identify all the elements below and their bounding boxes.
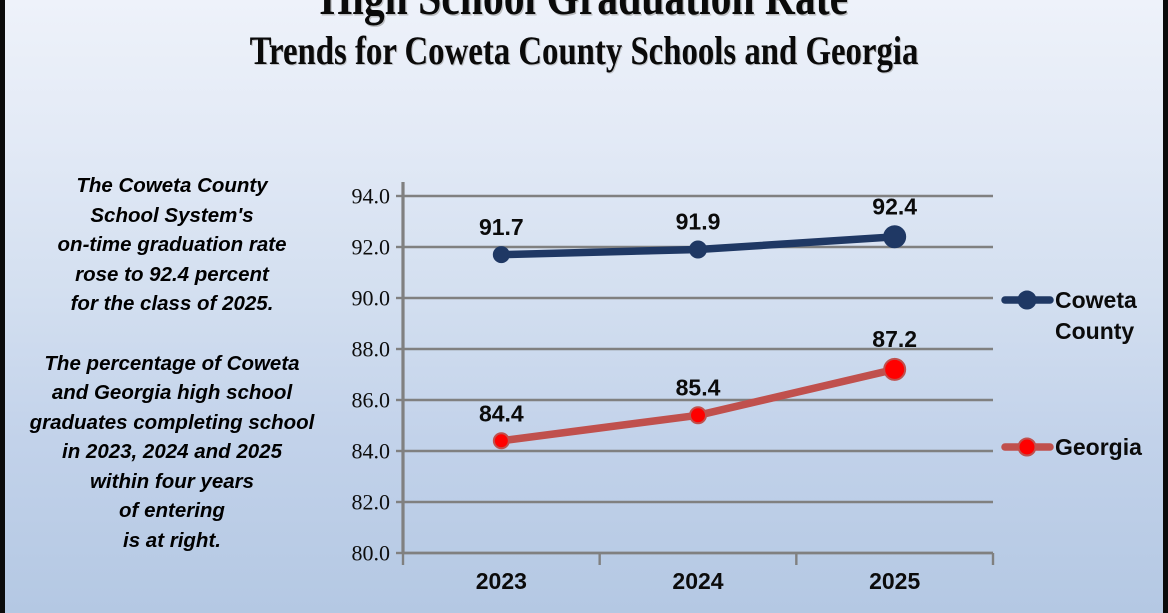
legend-item-1[interactable]: Coweta County [1001, 287, 1137, 344]
title-block: High School Graduation Rate Trends for C… [0, 0, 1168, 74]
data-point-label: 91.9 [676, 209, 721, 235]
data-point-marker [883, 225, 907, 249]
page-title: High School Graduation Rate [117, 0, 1051, 28]
x-axis-ticks [401, 553, 995, 565]
x-axis-tick-label: 2024 [672, 568, 723, 594]
y-axis-tick-label: 82.0 [352, 490, 391, 515]
x-axis-labels: 2023 2024 2025 [476, 568, 921, 594]
y-axis-tick-label: 84.0 [352, 439, 391, 464]
y-axis-tick-label: 94.0 [352, 184, 391, 209]
data-point-marker [883, 357, 907, 381]
data-point-marker [689, 406, 707, 425]
y-axis-tick-label: 90.0 [352, 286, 391, 311]
legend-label: Georgia [1055, 434, 1142, 460]
data-point-label: 92.4 [872, 193, 917, 219]
y-axis-tick-label: 92.0 [352, 235, 391, 260]
chart-legend: Coweta County Georgia [1001, 287, 1142, 460]
y-axis-tick-label: 86.0 [352, 388, 391, 413]
series-2 [492, 357, 907, 450]
series-1 [492, 225, 907, 264]
narrative-paragraph-1: The Coweta County School System's on-tim… [57, 174, 287, 315]
data-point-marker [492, 246, 510, 264]
legend-label-line2: County [1055, 318, 1134, 344]
data-point-marker [492, 432, 510, 450]
narrative-paragraph-2: The percentage of Coweta and Georgia hig… [29, 351, 315, 552]
legend-item-2[interactable]: Georgia [1001, 434, 1142, 460]
right-border [1163, 0, 1168, 613]
x-axis-tick-label: 2023 [476, 568, 527, 594]
data-point-label: 91.7 [479, 214, 524, 240]
narrative-text-block: The Coweta County School System's on-tim… [14, 171, 330, 555]
y-axis-tick-label: 88.0 [352, 337, 391, 362]
legend-marker-icon [1017, 437, 1037, 457]
series-line [497, 365, 899, 445]
chart-gridlines [403, 194, 993, 555]
y-axis-labels: 80.0 82.0 84.0 86.0 88.0 90.0 92.0 94.0 [352, 184, 391, 566]
y-axis-ticks [396, 194, 403, 555]
series-line [497, 233, 899, 259]
chart-series [492, 225, 907, 450]
x-axis-tick-label: 2025 [869, 568, 920, 594]
data-point-label: 85.4 [676, 374, 721, 400]
chart-axes [401, 182, 993, 555]
y-axis-tick-label: 80.0 [352, 541, 391, 566]
legend-label: Coweta [1055, 287, 1137, 313]
left-border [0, 0, 5, 613]
page-subtitle: Trends for Coweta County Schools and Geo… [249, 28, 919, 73]
data-point-marker [689, 240, 707, 259]
data-point-label: 87.2 [872, 326, 917, 352]
data-point-label: 84.4 [479, 400, 524, 426]
legend-marker-icon [1017, 290, 1037, 310]
data-point-labels: 91.7 91.9 92.4 84.4 85.4 87.2 [479, 193, 917, 426]
